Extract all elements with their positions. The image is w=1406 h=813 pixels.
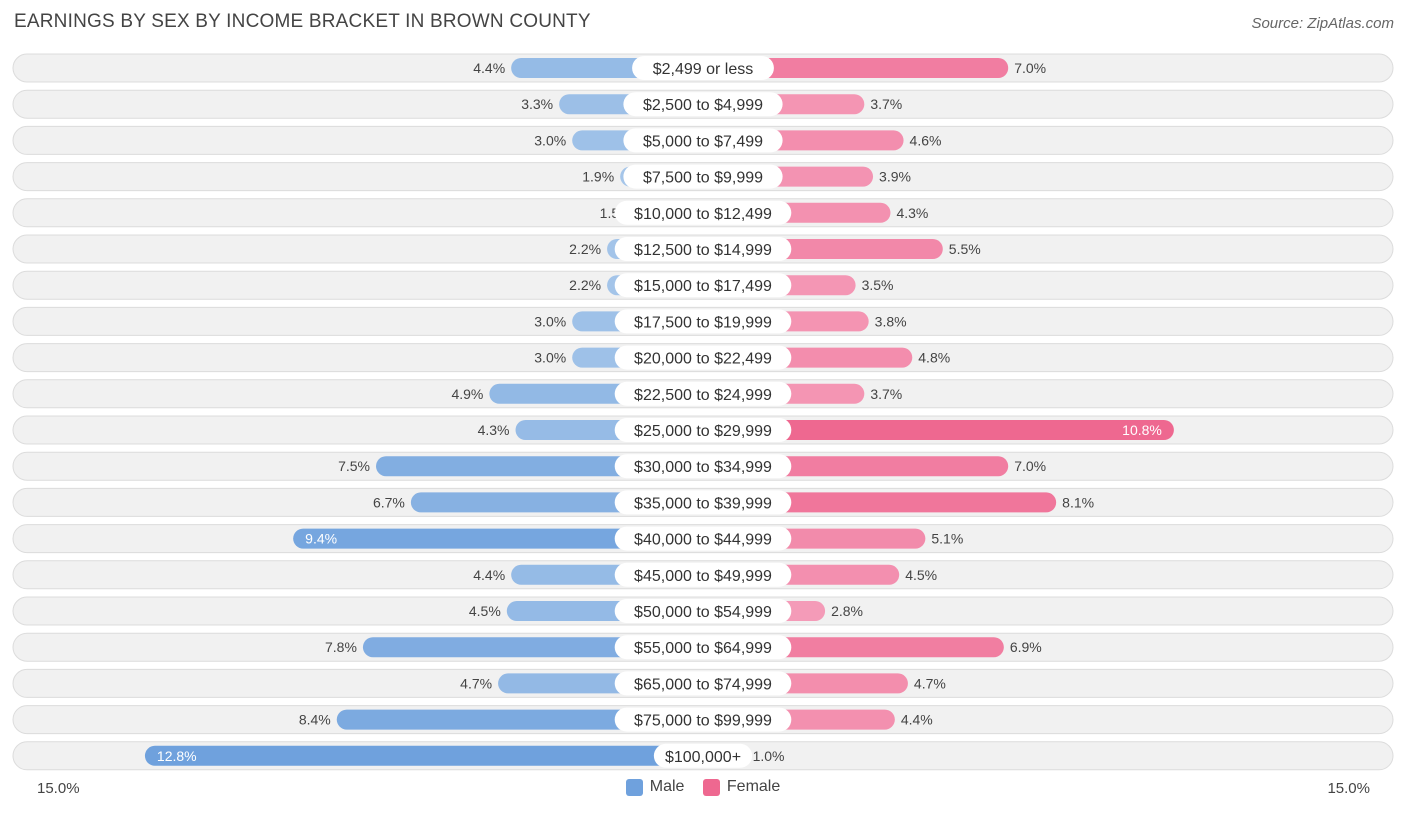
- male-value-label: 9.4%: [305, 531, 337, 547]
- category-label-bg: [632, 56, 774, 80]
- category-label: $25,000 to $29,999: [634, 423, 772, 440]
- male-bar: [144, 745, 704, 766]
- category-label: $17,500 to $19,999: [634, 314, 772, 331]
- category-label: $5,000 to $7,499: [643, 133, 763, 150]
- category-label: $12,500 to $14,999: [634, 242, 772, 259]
- category-label: $7,500 to $9,999: [643, 170, 763, 187]
- female-value-label: 4.3%: [896, 205, 928, 221]
- category-label-bg: [614, 381, 792, 406]
- male-value-label: 8.4%: [299, 712, 331, 728]
- male-value-label: 6.7%: [373, 494, 405, 510]
- category-label: $75,000 to $99,999: [634, 713, 772, 730]
- female-bar: [703, 58, 1009, 78]
- category-label: $30,000 to $34,999: [634, 459, 772, 476]
- female-value-label: 5.1%: [931, 531, 963, 547]
- female-value-label: 3.7%: [870, 386, 902, 402]
- category-label: $15,000 to $17,499: [634, 278, 772, 295]
- male-bar: [336, 709, 703, 730]
- category-label: $45,000 to $49,999: [634, 568, 772, 585]
- category-label-bg: [623, 128, 783, 153]
- category-label-bg: [653, 743, 753, 768]
- female-value-label: 4.4%: [901, 712, 933, 728]
- female-value-label: 7.0%: [1014, 458, 1046, 474]
- category-label: $100,000+: [665, 749, 741, 766]
- legend-label-male: Male: [649, 778, 685, 795]
- category-label: $10,000 to $12,499: [634, 206, 772, 223]
- female-value-label: 4.7%: [914, 675, 946, 691]
- category-label-bg: [623, 92, 783, 117]
- legend-label-female: Female: [726, 778, 781, 795]
- male-value-label: 4.9%: [451, 386, 483, 402]
- category-label-bg: [623, 164, 783, 189]
- legend-swatch-male: [625, 778, 643, 796]
- category-label-bg: [614, 599, 792, 623]
- category-label: $55,000 to $64,999: [634, 640, 772, 657]
- category-label: $22,500 to $24,999: [634, 387, 772, 404]
- female-value-label: 3.9%: [879, 169, 911, 185]
- male-value-label: 2.2%: [569, 241, 601, 257]
- category-label: $50,000 to $54,999: [634, 604, 772, 621]
- female-value-label: 8.1%: [1062, 494, 1094, 510]
- category-label-bg: [614, 490, 792, 515]
- female-value-label: 10.8%: [1122, 422, 1162, 438]
- axis-min-label: 15.0%: [37, 780, 80, 797]
- legend: Male Female: [0, 778, 1406, 801]
- male-value-label: 3.3%: [521, 96, 553, 112]
- category-label: $35,000 to $39,999: [634, 495, 772, 512]
- category-label-bg: [614, 671, 792, 696]
- female-value-label: 7.0%: [1014, 60, 1046, 76]
- category-label-bg: [614, 273, 792, 298]
- legend-item-female[interactable]: Female: [702, 778, 781, 796]
- female-value-label: 3.5%: [862, 277, 894, 293]
- category-label-bg: [614, 418, 792, 442]
- male-value-label: 3.0%: [534, 313, 566, 329]
- male-value-label: 3.0%: [534, 350, 566, 366]
- chart-title: EARNINGS BY SEX BY INCOME BRACKET IN BRO…: [14, 11, 591, 32]
- male-value-label: 7.8%: [325, 639, 357, 655]
- source-note: Source: ZipAtlas.com: [1251, 15, 1394, 32]
- category-label-bg: [614, 526, 792, 551]
- category-label-bg: [614, 309, 792, 334]
- male-value-label: 2.2%: [569, 277, 601, 293]
- category-label: $65,000 to $74,999: [634, 676, 772, 693]
- legend-swatch-female: [702, 778, 720, 796]
- male-value-label: 3.0%: [534, 132, 566, 148]
- female-bar: [703, 420, 1174, 440]
- category-label: $2,500 to $4,999: [643, 97, 763, 114]
- female-value-label: 4.8%: [918, 350, 950, 366]
- category-label-bg: [614, 345, 792, 370]
- male-bar: [293, 528, 703, 549]
- female-value-label: 2.8%: [831, 603, 863, 619]
- female-value-label: 1.0%: [753, 748, 785, 764]
- female-value-label: 4.5%: [905, 567, 937, 583]
- female-value-label: 4.6%: [910, 132, 942, 148]
- legend-item-male[interactable]: Male: [625, 778, 685, 796]
- female-value-label: 3.7%: [870, 96, 902, 112]
- category-label-bg: [614, 707, 792, 732]
- category-label-bg: [614, 562, 792, 587]
- male-value-label: 4.5%: [469, 603, 501, 619]
- male-value-label: 7.5%: [338, 458, 370, 474]
- male-value-label: 4.4%: [473, 60, 505, 76]
- male-value-label: 4.4%: [473, 567, 505, 583]
- axis-max-label: 15.0%: [1327, 780, 1370, 797]
- category-label: $40,000 to $44,999: [634, 532, 772, 549]
- category-label-bg: [614, 635, 792, 660]
- female-bar: [703, 492, 1057, 513]
- male-value-label: 12.8%: [157, 748, 197, 764]
- category-label-bg: [614, 237, 792, 261]
- male-value-label: 1.9%: [582, 169, 614, 185]
- category-label-bg: [614, 454, 792, 479]
- female-value-label: 3.8%: [875, 313, 907, 329]
- category-label-bg: [614, 200, 792, 225]
- category-label: $2,499 or less: [653, 61, 754, 78]
- category-label: $20,000 to $22,499: [634, 351, 772, 368]
- male-value-label: 4.3%: [478, 422, 510, 438]
- female-value-label: 6.9%: [1010, 639, 1042, 655]
- female-value-label: 5.5%: [949, 241, 981, 257]
- male-value-label: 4.7%: [460, 675, 492, 691]
